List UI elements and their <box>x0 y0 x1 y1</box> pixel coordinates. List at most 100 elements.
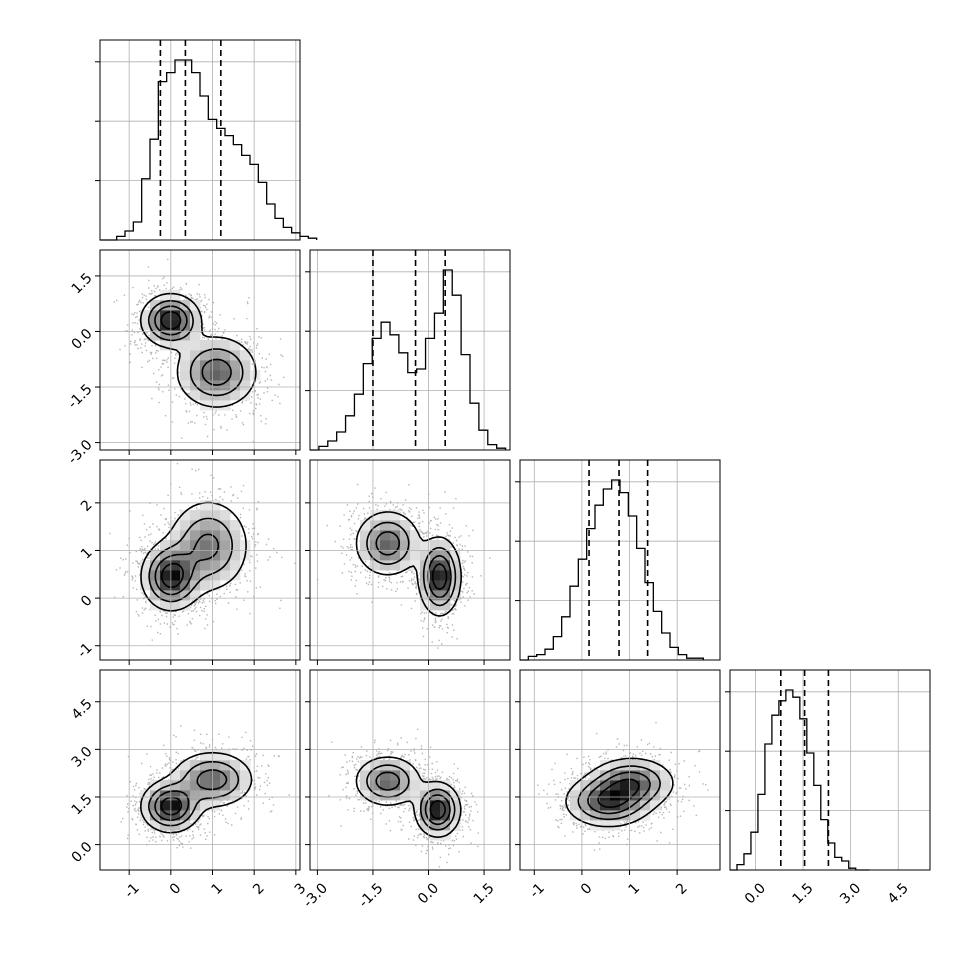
panel-3-0-cell <box>180 820 191 831</box>
panel-3-1-cell <box>370 790 381 801</box>
panel-3-0-cell <box>140 810 151 821</box>
panel-3-0-cell <box>190 760 201 771</box>
panel-3-1-cell <box>410 770 421 781</box>
panel-2-0-cell <box>220 550 231 561</box>
panel-1-0-cell <box>150 310 161 321</box>
hist-1-steps <box>310 269 507 451</box>
panel-3-2-cell <box>640 760 651 771</box>
panel-3-0-contour-2 <box>154 769 228 822</box>
panel-2-0-cell <box>220 540 231 551</box>
panel-2-1-cell <box>440 540 451 551</box>
panel-3-2-cell <box>580 800 591 811</box>
panel-3-1-cell <box>360 770 371 781</box>
panel-3-2-cell <box>630 770 641 781</box>
panel-2-1-contour-1 <box>366 521 457 607</box>
panel-2-1-cell <box>440 550 451 561</box>
panel-2-0-cell <box>170 560 181 571</box>
panel-1-0-cell <box>210 350 221 361</box>
panel-2-0-cell <box>160 590 171 601</box>
ytick-label-2-0: -1 <box>74 640 95 661</box>
panel-3-0-cell <box>160 810 171 821</box>
panel-1-0-cell <box>220 380 231 391</box>
panel-3-2-cell <box>590 800 601 811</box>
panel-2-0-cell <box>220 570 231 581</box>
panel-3-1-cell <box>370 760 381 771</box>
panel-2-0-cell <box>210 580 221 591</box>
panel-3-2-cell <box>580 780 591 791</box>
panel-2-0-contour-0 <box>140 501 247 612</box>
ytick-label-3-0: 0.0 <box>69 839 96 866</box>
panel-2-0-cell <box>160 560 171 571</box>
panel-1-0-cell <box>240 360 251 371</box>
panel-2-0-cell <box>140 560 151 571</box>
panel-1-0-cell <box>170 300 181 311</box>
panel-2-1-cell <box>360 550 371 561</box>
panel-3-1-cell <box>440 790 451 801</box>
panel-3-1-frame <box>309 669 511 871</box>
panel-3-1-cell <box>430 810 441 821</box>
panel-3-2-contour-2 <box>587 771 651 815</box>
panel-2-1-cell <box>390 520 401 531</box>
panel-3-1-cell <box>400 780 411 791</box>
panel-3-2-cell <box>580 810 591 821</box>
panel-1-0-cell <box>220 390 231 401</box>
panel-1-0-cell <box>180 370 191 381</box>
panel-3-0-cell <box>220 780 231 791</box>
panel-2-0-cell <box>230 550 241 561</box>
panel-3-0-cell <box>230 770 241 781</box>
panel-1-0-cell <box>180 330 191 341</box>
panel-1-0-cell <box>150 330 161 341</box>
panel-3-0-contour-1 <box>148 761 240 827</box>
panel-3-2-cell <box>640 770 651 781</box>
panel-1-0-cell <box>240 370 251 381</box>
panel-2-1-cell <box>380 510 391 521</box>
panel-3-0-cell <box>150 810 161 821</box>
panel-3-2-cell <box>590 790 601 801</box>
panel-3-1-cell <box>450 820 461 831</box>
panel-1-0-cell <box>210 370 221 381</box>
panel-1-0-cell <box>200 390 211 401</box>
panel-3-0-cell <box>160 790 171 801</box>
panel-3-0-cell <box>150 820 161 831</box>
panel-3-2-cell <box>570 800 581 811</box>
panel-3-0-cell <box>220 750 231 761</box>
panel-1-0-cell <box>240 350 251 361</box>
panel-3-0-cell <box>170 770 181 781</box>
panel-1-0-cell <box>190 390 201 401</box>
panel-3-1-cell <box>420 800 431 811</box>
panel-2-1-cell <box>380 560 391 571</box>
panel-3-1-cell <box>450 810 461 821</box>
panel-3-2-cell <box>600 780 611 791</box>
panel-3-0-cell <box>210 750 221 761</box>
hist-3-frame <box>729 669 931 871</box>
panel-1-0-cell <box>200 380 211 391</box>
xtick-label-2-3: 2 <box>673 880 691 898</box>
panel-2-1-cell <box>420 550 431 561</box>
panel-1-0-cell <box>190 310 201 321</box>
panel-3-2-cell <box>570 790 581 801</box>
panel-3-2-cell <box>650 760 661 771</box>
panel-1-0-cell <box>170 340 181 351</box>
panel-3-2-cell <box>600 790 611 801</box>
panel-1-0-cell <box>180 360 191 371</box>
panel-1-0-cell <box>230 370 241 381</box>
panel-3-2-cell <box>660 780 671 791</box>
panel-3-2-cell <box>650 800 661 811</box>
panel-1-0-cell <box>160 320 171 331</box>
panel-1-0-cell <box>230 340 241 351</box>
xtick-label-0-1: 0 <box>167 880 185 898</box>
panel-2-1-cell <box>380 540 391 551</box>
xtick-label-1-0: -3.0 <box>300 880 331 911</box>
panel-3-0-cell <box>210 770 221 781</box>
panel-2-1-cell <box>400 530 411 541</box>
panel-2-0-cell <box>200 560 211 571</box>
panel-2-1-cell <box>450 590 461 601</box>
panel-2-0-cell <box>180 590 191 601</box>
panel-1-0-cell <box>190 350 201 361</box>
panel-1-0-cell <box>210 400 221 411</box>
panel-3-2-cell <box>610 780 621 791</box>
panel-3-2-cell <box>610 760 621 771</box>
panel-2-0-cell <box>180 510 191 521</box>
panel-2-0-cell <box>180 520 191 531</box>
panel-3-0-cell <box>140 800 151 811</box>
